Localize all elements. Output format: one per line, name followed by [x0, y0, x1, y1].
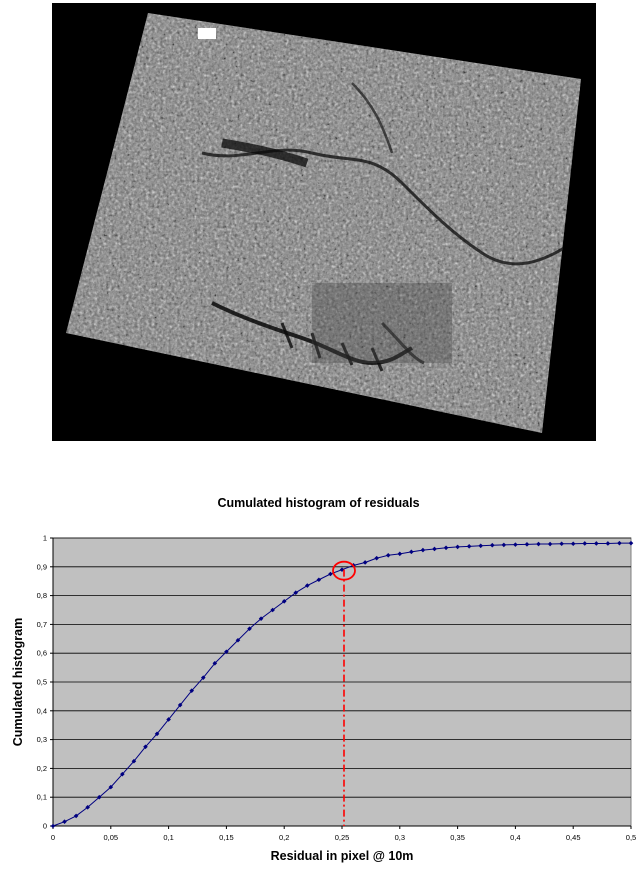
x-tick-label-2: 0,1 [163, 833, 173, 842]
x-tick-label-10: 0,5 [626, 833, 636, 842]
data-point-30 [397, 551, 403, 557]
x-tick-labels: 0 0,05 0,1 0,15 0,2 0,25 0,3 0,35 0,4 0,45 0,5 [51, 833, 636, 842]
x-tick-label-1: 0,05 [103, 833, 118, 842]
data-point-18 [258, 616, 264, 621]
data-point-43 [547, 541, 553, 547]
highlight-circle [332, 560, 356, 581]
data-point-40 [513, 542, 518, 547]
lake-upper [221, 138, 309, 168]
satellite-image [52, 3, 596, 441]
data-point-5 [108, 784, 114, 790]
data-point-48 [605, 541, 611, 546]
data-point-35 [455, 544, 460, 550]
x-tick-label-9: 0,45 [566, 833, 581, 842]
data-point-44 [559, 541, 564, 547]
x-tick-label-8: 0,4 [510, 833, 520, 842]
data-point-12 [189, 688, 195, 693]
y-tick-label-5: 0,5 [37, 678, 47, 687]
data-point-7 [131, 758, 137, 764]
data-point-32 [420, 547, 426, 553]
data-point-10 [166, 717, 171, 722]
data-point-29 [385, 552, 391, 558]
data-point-36 [466, 544, 472, 549]
data-point-13 [200, 675, 206, 680]
satellite-image-icon [52, 3, 596, 441]
satellite-scene [66, 13, 581, 433]
data-point-27 [362, 560, 368, 565]
y-tick-label-1: 0,1 [37, 793, 47, 802]
data-point-25 [339, 567, 345, 572]
data-point-6 [120, 771, 125, 777]
data-point-41 [524, 542, 530, 547]
data-point-3 [85, 804, 90, 810]
data-point-31 [409, 549, 414, 555]
y-tick-label-2: 0,2 [37, 764, 47, 773]
x-tick-label-5: 0,25 [335, 833, 350, 842]
y-tick-label-7: 0,7 [37, 620, 47, 629]
x-tick-label-0: 0 [51, 833, 55, 842]
image-gap [198, 28, 216, 39]
reservoir-lower [211, 301, 413, 366]
x-tick-label-4: 0,2 [279, 833, 289, 842]
data-point-11 [177, 702, 183, 708]
data-point-21 [293, 590, 299, 596]
y-tick-label-3: 0,3 [37, 735, 47, 744]
y-tick-label-6: 0,6 [37, 649, 47, 658]
data-point-9 [154, 731, 160, 737]
x-axis-label: Residual in pixel @ 10m [271, 849, 414, 863]
axes [50, 537, 632, 829]
y-tick-label-10: 1 [43, 534, 47, 543]
data-point-46 [582, 541, 588, 546]
data-point-17 [247, 626, 252, 632]
data-point-1 [62, 819, 67, 824]
data-point-49 [617, 540, 622, 546]
x-tick-label-6: 0,3 [395, 833, 405, 842]
data-point-20 [281, 599, 287, 604]
data-point-33 [432, 546, 437, 552]
y-tick-labels: 0 0,1 0,2 0,3 0,4 0,5 0,6 0,7 0,8 0,9 1 [37, 534, 47, 831]
y-axis-label: Cumulated histogram [11, 618, 25, 747]
y-tick-label-9: 0,9 [37, 562, 47, 571]
y-tick-label-4: 0,4 [37, 706, 47, 715]
y-tick-label-0: 0 [43, 822, 47, 831]
data-point-22 [305, 583, 310, 588]
x-tick-label-7: 0,35 [450, 833, 465, 842]
data-point-38 [489, 542, 495, 548]
data-point-28 [374, 555, 379, 561]
data-point-47 [594, 541, 599, 546]
cumulated-histogram-chart: 0 0,05 0,1 0,15 0,2 0,25 0,3 0,35 0,4 0,45 0,5 0 0,… [11, 534, 636, 864]
chart-title: Cumulated histogram of residuals [217, 496, 420, 510]
data-point-14 [212, 660, 218, 666]
y-tick-label-8: 0,8 [37, 591, 47, 600]
data-point-4 [96, 794, 102, 800]
data-point-42 [536, 541, 541, 547]
x-tick-label-3: 0,15 [219, 833, 234, 842]
data-point-8 [143, 744, 148, 750]
highlight-marker [332, 560, 356, 826]
data-point-2 [73, 813, 79, 819]
data-point-0 [50, 823, 56, 829]
data-point-50 [628, 540, 634, 546]
